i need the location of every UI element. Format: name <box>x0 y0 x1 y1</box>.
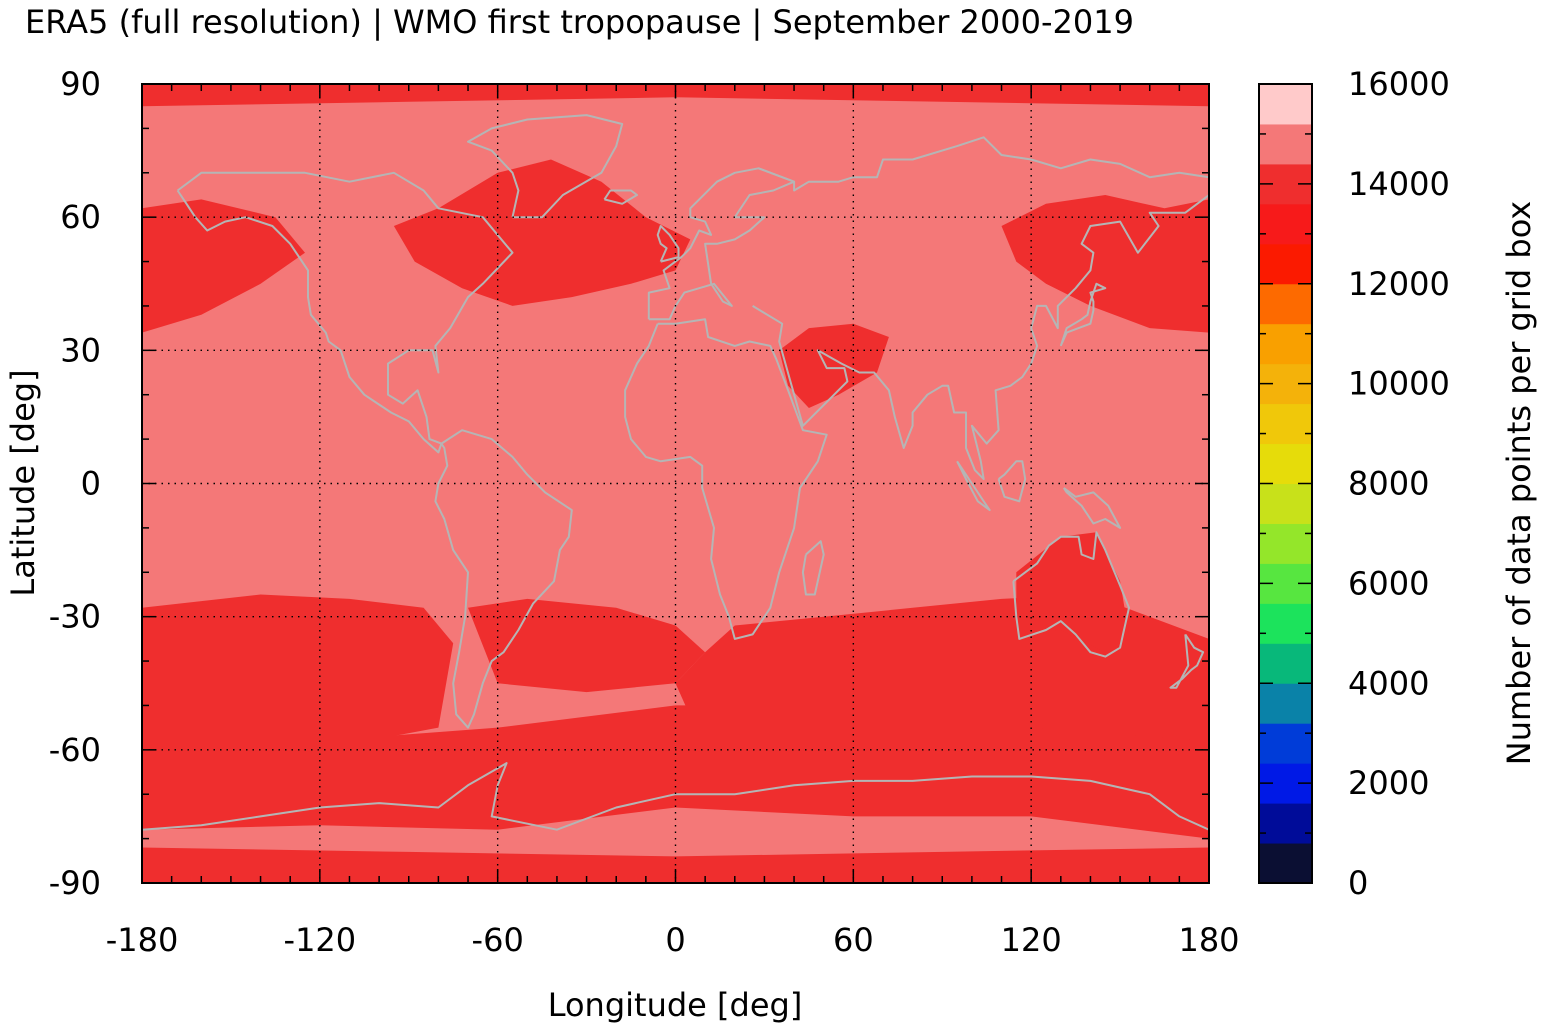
x-tick-label: -60 <box>472 921 524 959</box>
y-tick-label: 90 <box>60 65 101 103</box>
coastline <box>142 762 1209 831</box>
coastline <box>656 225 680 263</box>
y-axis-label: Latitude [deg] <box>4 369 42 596</box>
colorbar-swatch <box>1259 483 1312 524</box>
colorbar-swatch <box>1259 683 1312 724</box>
coastline <box>603 189 638 205</box>
colorbar-swatch <box>1259 523 1312 564</box>
colorbar-tick-label: 16000 <box>1348 65 1450 103</box>
colorbar-swatch <box>1259 323 1312 365</box>
colorbar-swatch <box>1259 123 1312 165</box>
coastlines <box>142 114 1209 831</box>
y-tick-label: 30 <box>60 331 101 369</box>
data-region <box>1016 532 1126 653</box>
x-tick-label: 60 <box>833 921 874 959</box>
y-tick-label: 60 <box>60 198 101 236</box>
colorbar-swatch <box>1259 843 1312 884</box>
colorbar-tick-label: 12000 <box>1348 265 1450 303</box>
colorbar-tick-label: 8000 <box>1348 465 1429 503</box>
y-tick-label: -30 <box>49 598 101 636</box>
coastline <box>467 114 624 219</box>
x-tick-labels: -180 -120 -60 0 60 120 180 <box>106 921 1240 959</box>
coastline <box>1062 487 1122 529</box>
colorbar-tick-label: 0 <box>1348 864 1368 902</box>
data-region <box>468 598 706 693</box>
colorbar-swatch <box>1259 643 1312 684</box>
colorbar-swatch <box>1259 84 1312 125</box>
y-tick-label: 0 <box>81 465 101 503</box>
coastline <box>1059 282 1107 347</box>
coastline <box>624 318 828 640</box>
data-region <box>393 159 691 306</box>
coastline <box>1012 531 1130 658</box>
colorbar-swatch <box>1259 603 1312 644</box>
x-tick-label: -180 <box>106 921 179 959</box>
colorbar-tick-label: 4000 <box>1348 664 1429 702</box>
x-tick-label: 120 <box>1001 921 1062 959</box>
axis-ticks <box>141 83 1210 884</box>
colorbar-frame <box>1258 83 1313 884</box>
coastline <box>1169 633 1205 689</box>
data-region <box>142 594 454 777</box>
colorbar-tick-label: 10000 <box>1348 365 1450 403</box>
coastline <box>956 460 991 512</box>
colorbar-swatch <box>1259 443 1312 484</box>
colorbar-tick-label: 6000 <box>1348 564 1429 602</box>
gridlines <box>142 84 1209 883</box>
x-tick-label: 0 <box>665 921 685 959</box>
x-tick-label: -120 <box>284 921 357 959</box>
colorbar-label: Number of data points per grid box <box>1500 201 1538 765</box>
data-region <box>779 323 889 408</box>
colorbar-tick-label: 14000 <box>1348 165 1450 203</box>
colorbar-swatch <box>1259 403 1312 445</box>
colorbar-swatch <box>1259 283 1312 325</box>
coastline <box>647 167 796 321</box>
x-tick-label: 180 <box>1178 921 1239 959</box>
colorbar-tick-label: 2000 <box>1348 764 1429 802</box>
coastline <box>176 171 514 454</box>
y-tick-labels: 90 60 30 0 -30 -60 -90 <box>49 65 101 902</box>
data-region <box>142 199 305 333</box>
colorbar-swatch <box>1259 803 1312 844</box>
coastline <box>997 460 1027 503</box>
colorbar-swatch <box>1259 723 1312 764</box>
chart-title: ERA5 (full resolution) | WMO first tropo… <box>25 3 1134 41</box>
colorbar-swatch <box>1259 243 1312 285</box>
coastline <box>801 540 825 596</box>
colorbar-tick-labels: 16000 14000 12000 10000 8000 6000 4000 2000 0 <box>1348 65 1450 902</box>
colorbar-swatch <box>1259 203 1312 245</box>
y-tick-label: -90 <box>49 864 101 902</box>
x-axis-label: Longitude [deg] <box>548 986 803 1024</box>
coastline <box>752 136 1209 481</box>
y-tick-label: -60 <box>49 731 101 769</box>
coastline <box>434 429 573 729</box>
